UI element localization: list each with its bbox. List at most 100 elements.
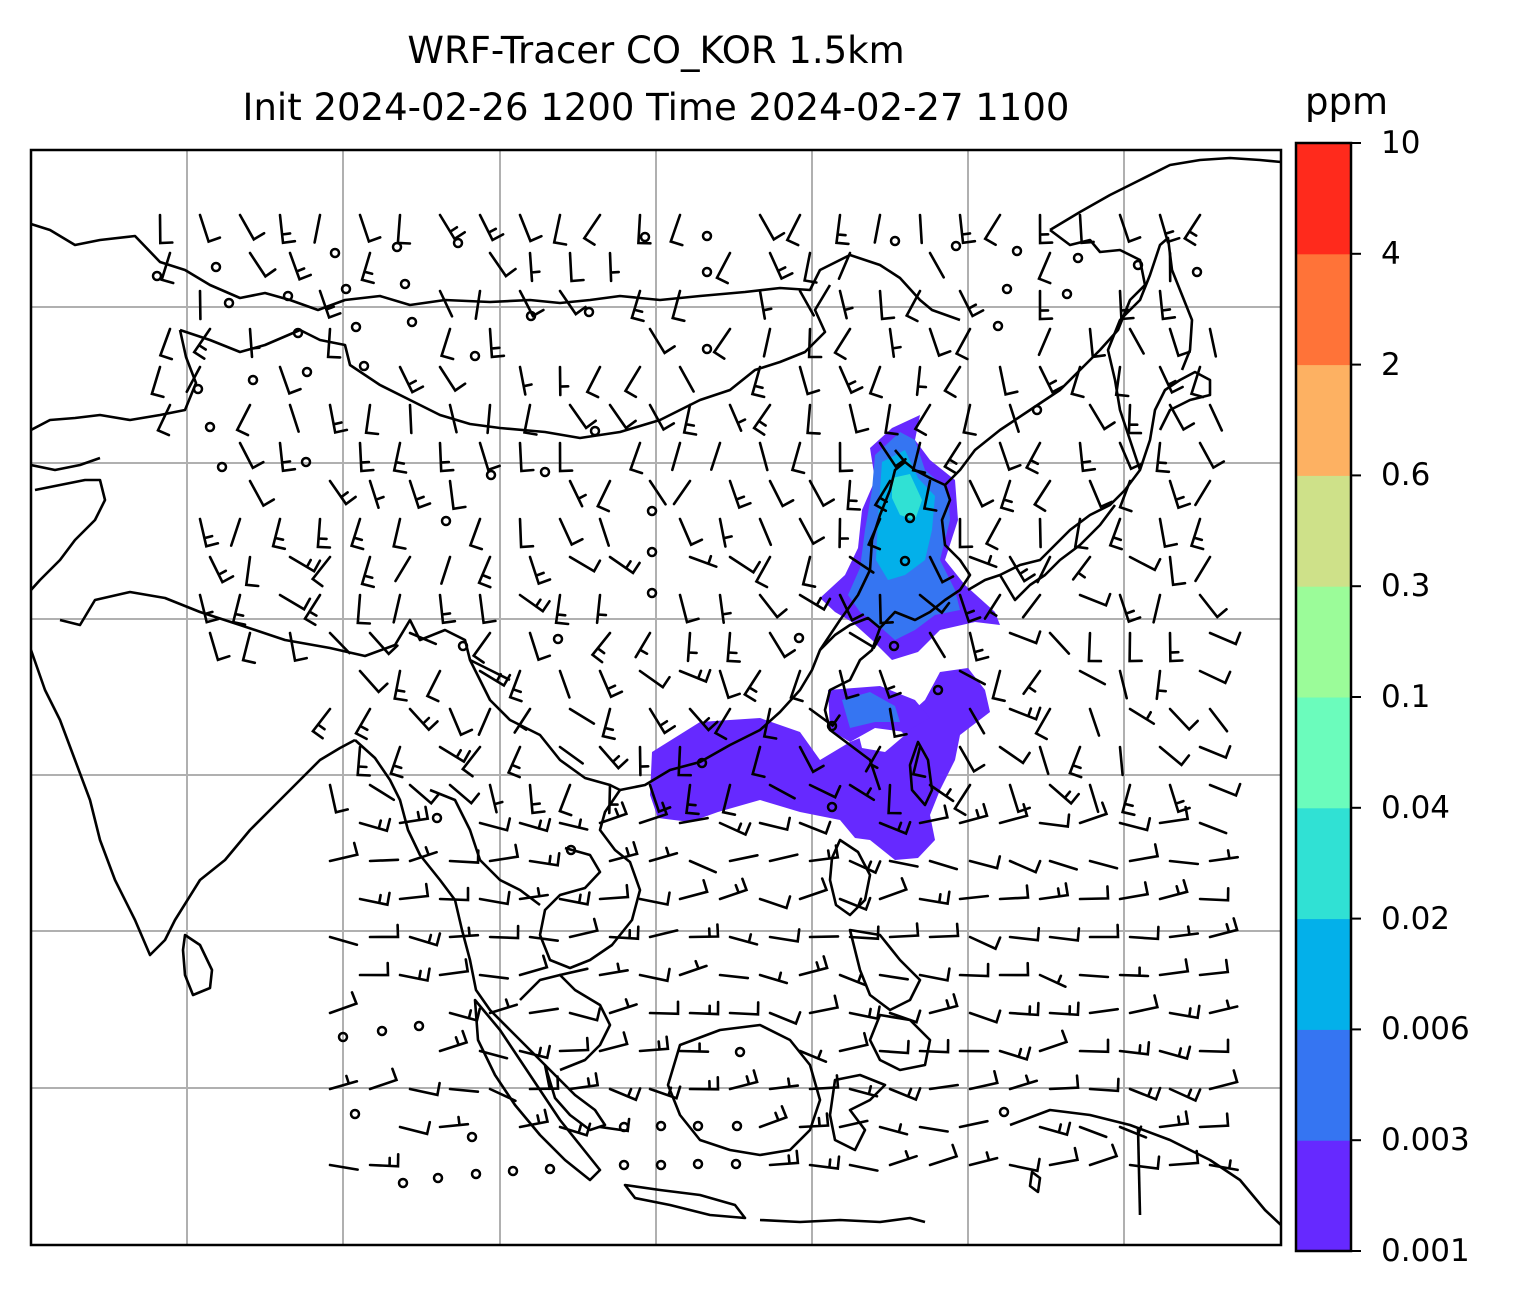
calm-wind-marker xyxy=(223,297,235,309)
calm-wind-marker xyxy=(734,1046,746,1058)
calm-wind-marker xyxy=(701,230,713,242)
wind-barb xyxy=(798,745,825,774)
wind-barb xyxy=(1208,1159,1239,1172)
wind-barb xyxy=(1021,593,1042,619)
calm-wind-marker xyxy=(1011,245,1023,257)
wind-barb xyxy=(928,993,959,1015)
wind-barb xyxy=(848,859,882,875)
wind-barb xyxy=(762,327,772,358)
wind-barb xyxy=(598,962,629,977)
colorbar-border xyxy=(1294,141,1353,1253)
wind-barb xyxy=(1198,1112,1230,1129)
wind-barb xyxy=(448,1007,482,1023)
calm-wind-marker xyxy=(701,266,713,278)
wind-barb xyxy=(488,843,520,863)
calm-wind-marker xyxy=(452,237,464,249)
wind-barb xyxy=(808,844,840,863)
wind-barb xyxy=(198,593,220,624)
wind-barb xyxy=(1155,669,1167,701)
wind-barb xyxy=(958,745,986,774)
wind-barb xyxy=(789,669,804,703)
wind-barb xyxy=(888,1087,922,1102)
calm-wind-marker xyxy=(646,587,658,599)
wind-barb xyxy=(158,327,174,361)
wind-barb xyxy=(278,441,297,473)
wind-barb xyxy=(686,631,698,663)
coast-vietnam xyxy=(538,789,642,970)
wind-barb xyxy=(358,441,375,473)
wind-barb xyxy=(878,441,907,469)
coast-taiwan xyxy=(908,740,934,807)
wind-barb xyxy=(678,816,709,825)
wind-barb xyxy=(838,896,872,912)
wind-barb xyxy=(798,955,829,977)
wind-barb xyxy=(958,593,982,624)
wind-barb xyxy=(648,707,676,735)
wind-barb xyxy=(837,251,852,280)
calm-wind-marker xyxy=(646,546,658,558)
wind-barb xyxy=(552,213,568,246)
wind-barb xyxy=(1036,555,1052,584)
calm-wind-marker xyxy=(337,1031,349,1043)
wind-barb xyxy=(911,441,927,474)
wind-barb xyxy=(1198,745,1232,760)
wind-barb xyxy=(742,669,762,702)
wind-barb xyxy=(790,441,806,475)
wind-barb xyxy=(751,745,766,779)
wind-barb xyxy=(1048,1001,1080,1017)
calm-wind-marker xyxy=(793,632,805,644)
wind-barb xyxy=(768,853,799,863)
wind-barb xyxy=(878,289,896,321)
wind-barb xyxy=(328,935,359,947)
wind-barb xyxy=(358,669,389,694)
calm-wind-marker xyxy=(413,1020,425,1032)
wind-barb xyxy=(235,403,252,437)
colorbar-segment xyxy=(1296,918,1351,1030)
calm-wind-marker xyxy=(216,461,228,473)
wind-barb xyxy=(1128,843,1160,863)
wind-barb xyxy=(669,213,684,247)
wind-barb xyxy=(1118,817,1152,832)
wind-barb xyxy=(798,517,825,546)
wind-barb xyxy=(356,745,371,777)
wind-barb xyxy=(1088,327,1106,359)
wind-barb xyxy=(368,479,385,509)
wind-barb xyxy=(968,855,1002,870)
wind-barb xyxy=(488,1087,517,1103)
wind-barb xyxy=(678,668,712,684)
wind-barb xyxy=(288,251,312,281)
calm-wind-marker xyxy=(992,320,1004,332)
wind-barb xyxy=(438,213,466,241)
wind-barb xyxy=(634,631,652,659)
calm-wind-marker xyxy=(655,1120,667,1132)
wind-barb xyxy=(248,479,276,508)
wind-barb xyxy=(478,1049,509,1060)
wind-barb xyxy=(278,593,312,612)
wind-barb xyxy=(833,327,852,361)
wind-barb xyxy=(798,289,815,317)
wind-barb xyxy=(438,593,457,625)
wind-barb xyxy=(158,213,174,245)
wind-barb xyxy=(848,1085,879,1098)
colorbar-segment xyxy=(1296,364,1351,476)
wind-barb xyxy=(888,859,919,868)
wind-barb xyxy=(803,251,818,284)
colorbar xyxy=(1296,142,1361,1252)
wind-barb xyxy=(1128,707,1156,725)
wind-barb xyxy=(1088,707,1101,737)
wind-barb xyxy=(1078,592,1112,608)
calm-wind-marker xyxy=(1132,259,1144,271)
coast-java xyxy=(623,1183,747,1220)
wind-barb xyxy=(968,1151,999,1167)
wind-barb xyxy=(887,783,902,815)
wind-barb xyxy=(728,555,761,575)
wind-barb xyxy=(677,745,692,777)
colorbar-segment xyxy=(1296,1140,1351,1252)
wind-barb xyxy=(750,365,766,399)
wind-barb xyxy=(1208,999,1239,1015)
wind-barb xyxy=(1048,1074,1080,1091)
calm-wind-marker xyxy=(692,1158,704,1170)
wind-barb xyxy=(968,935,1002,951)
wind-barb xyxy=(1128,1086,1162,1102)
wind-barb xyxy=(518,289,545,318)
